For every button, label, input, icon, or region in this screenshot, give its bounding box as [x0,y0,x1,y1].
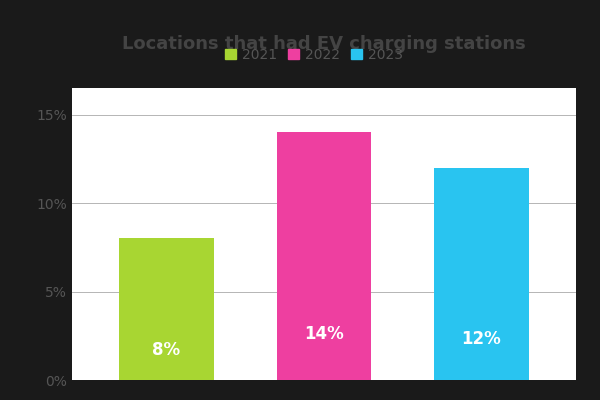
Bar [119,238,214,380]
Title: Locations that had EV charging stations: Locations that had EV charging stations [122,35,526,53]
Text: 12%: 12% [461,330,502,348]
Bar [277,132,371,380]
Text: 14%: 14% [304,325,344,343]
Bar [434,168,529,380]
Text: 8%: 8% [152,341,181,359]
Legend: 2021, 2022, 2023: 2021, 2022, 2023 [220,42,408,68]
